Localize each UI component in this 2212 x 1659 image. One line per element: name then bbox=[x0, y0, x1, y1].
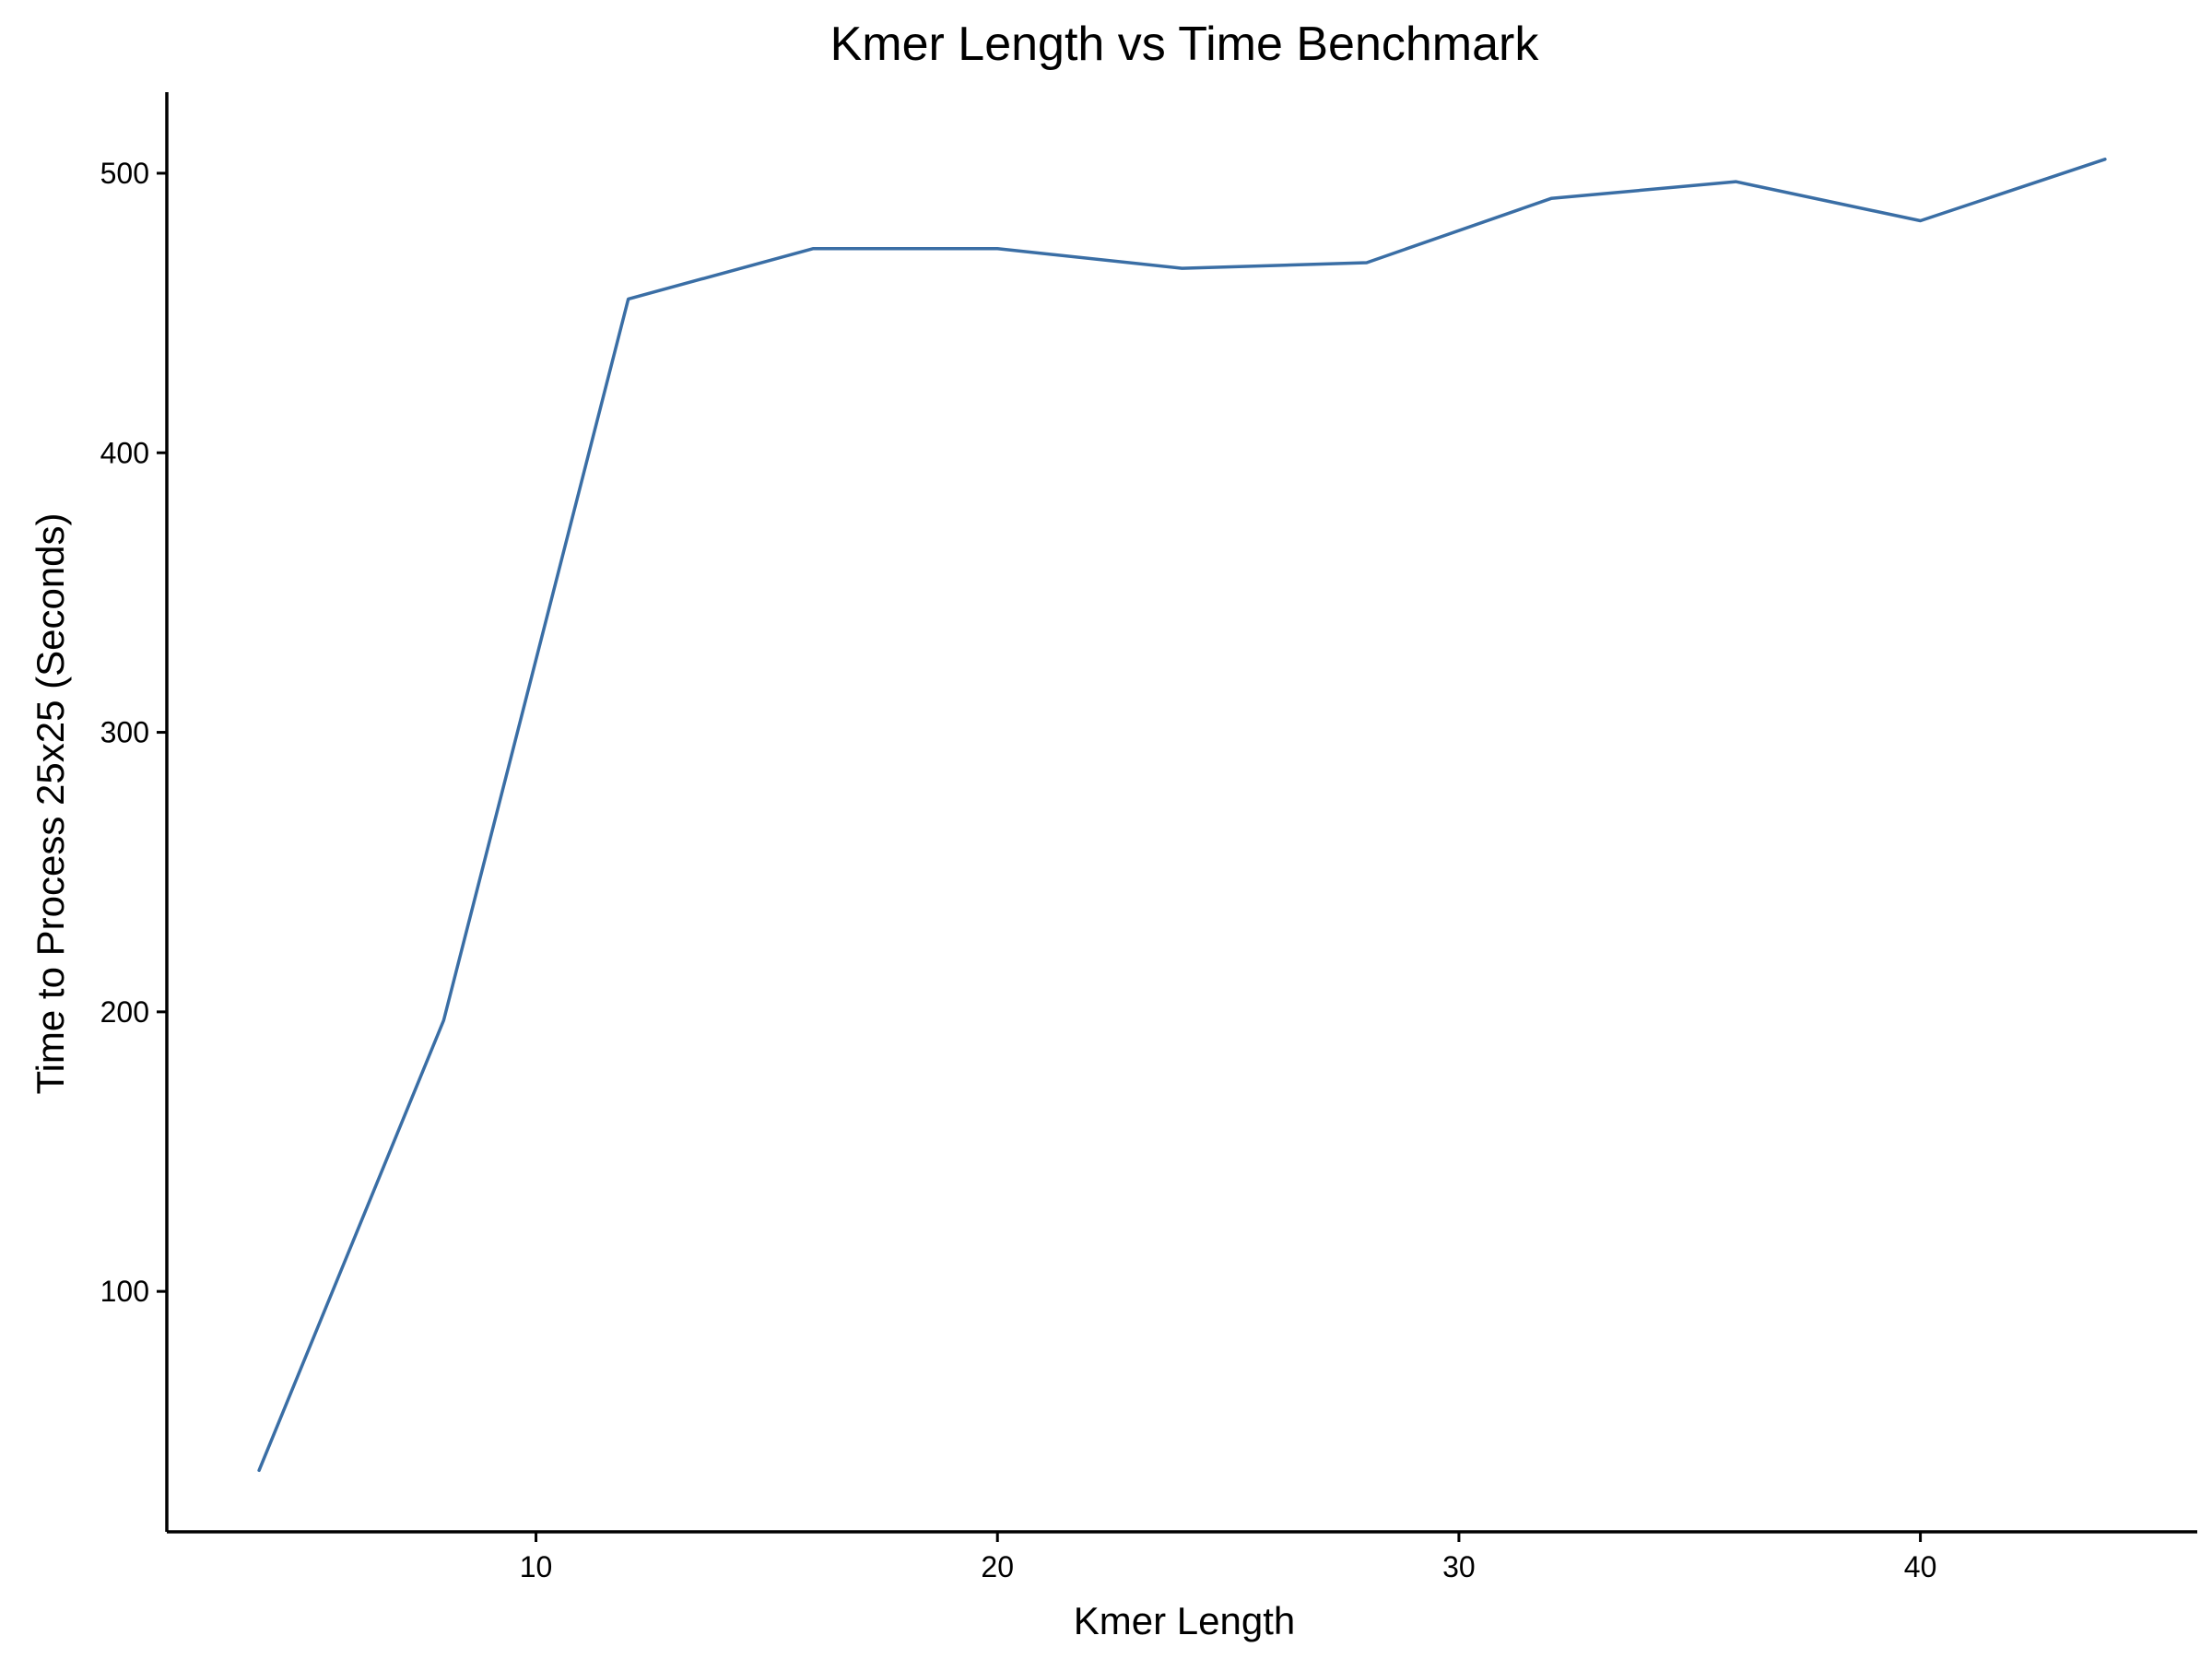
y-axis-label: Time to Process 25x25 (Seconds) bbox=[29, 512, 72, 1094]
y-tick-label: 300 bbox=[100, 716, 149, 749]
y-tick-label: 100 bbox=[100, 1275, 149, 1308]
chart-title: Kmer Length vs Time Benchmark bbox=[830, 18, 1540, 71]
y-axis-ticks: 100 200 300 400 500 bbox=[100, 157, 167, 1308]
y-tick-label: 200 bbox=[100, 995, 149, 1029]
series-line bbox=[257, 158, 2107, 1473]
x-tick-label: 30 bbox=[1442, 1550, 1476, 1583]
x-axis-ticks: 10 20 30 40 bbox=[520, 1532, 1937, 1583]
x-tick-label: 10 bbox=[520, 1550, 553, 1583]
series-layer bbox=[257, 158, 2107, 1473]
y-tick-label: 500 bbox=[100, 157, 149, 190]
x-axis-label: Kmer Length bbox=[1074, 1599, 1295, 1642]
y-tick-label: 400 bbox=[100, 436, 149, 469]
y-axis-label-group: Time to Process 25x25 (Seconds) bbox=[29, 512, 72, 1094]
x-tick-label: 20 bbox=[981, 1550, 1014, 1583]
x-tick-label: 40 bbox=[1904, 1550, 1937, 1583]
